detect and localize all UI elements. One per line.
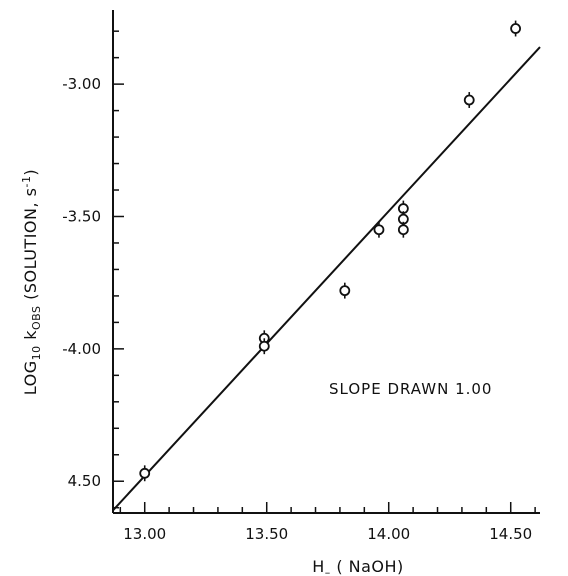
data-point bbox=[463, 92, 475, 108]
y-tick-label: -4.00 bbox=[62, 340, 101, 358]
y-tick-label: -3.00 bbox=[62, 75, 101, 93]
point-marker bbox=[463, 94, 475, 106]
x-axis-title-main: H bbox=[312, 557, 325, 576]
fit-line-group bbox=[112, 46, 541, 512]
data-points bbox=[139, 20, 521, 482]
point-marker bbox=[510, 23, 521, 34]
point-marker bbox=[339, 285, 351, 297]
data-point bbox=[373, 221, 385, 238]
y-axis-title-k: k bbox=[21, 330, 40, 346]
data-point bbox=[339, 282, 351, 299]
y-axis-title-k-sub: OBS bbox=[30, 305, 43, 330]
y-axis-title-units-sup: -1 bbox=[20, 176, 33, 188]
y-axis-title-log-sub: 10 bbox=[30, 345, 43, 360]
y-tick-label: -3.50 bbox=[62, 207, 101, 225]
x-tick-label: 13.00 bbox=[123, 525, 166, 543]
x-axis-title: H– ( NaOH) bbox=[312, 557, 404, 576]
data-point bbox=[139, 465, 151, 482]
y-axis-title: LOG10 kOBS (SOLUTION, s-1) bbox=[20, 169, 43, 395]
point-marker bbox=[397, 224, 409, 236]
y-axis-title-close: ) bbox=[21, 169, 40, 176]
x-tick-label: 13.50 bbox=[245, 525, 288, 543]
x-axis-title-sub: – bbox=[325, 566, 331, 576]
point-marker bbox=[258, 340, 270, 352]
point-marker bbox=[139, 467, 151, 479]
x-tick-label: 14.50 bbox=[489, 525, 532, 543]
y-tick-label: 4.50 bbox=[68, 472, 101, 490]
point-marker bbox=[373, 224, 385, 236]
y-axis-title-log: LOG bbox=[21, 360, 40, 395]
x-tick-label: 14.00 bbox=[367, 525, 410, 543]
ticks: -3.00 -3.50 -4.00 4.50 13.00 13.50 14.00 14.50 bbox=[62, 30, 536, 543]
fit-line bbox=[112, 46, 541, 512]
x-axis-title-rest: ( NaOH) bbox=[331, 557, 404, 576]
y-axis-title-units: (SOLUTION, s bbox=[21, 188, 40, 306]
data-point bbox=[510, 20, 521, 37]
axes bbox=[112, 10, 540, 514]
annotation-slope: SLOPE DRAWN 1.00 bbox=[329, 380, 492, 398]
data-point bbox=[258, 338, 270, 355]
data-point bbox=[397, 221, 409, 238]
